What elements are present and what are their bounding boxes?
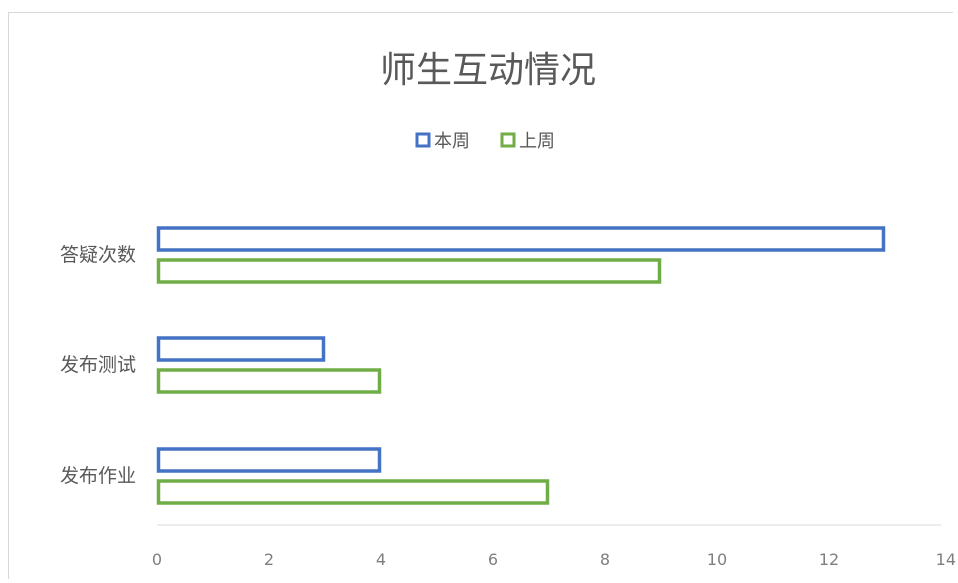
x-tick-label: 2	[264, 550, 274, 569]
legend-label-this-week: 本周	[434, 131, 470, 152]
x-tick-label: 14	[936, 550, 956, 569]
x-tick-label: 4	[376, 550, 386, 569]
bar-this-week	[156, 226, 886, 252]
x-tick-label: 10	[707, 550, 727, 569]
bars	[156, 226, 886, 505]
bar-this-week	[156, 447, 382, 473]
legend: 本周 上周	[415, 131, 555, 152]
legend-swatch-this-week	[415, 132, 431, 148]
x-axis-ticks: 0 2 4 6 8 10 12 14	[152, 550, 956, 569]
legend-label-last-week: 上周	[519, 131, 555, 152]
bar-last-week	[156, 258, 662, 284]
x-tick-label: 12	[819, 550, 839, 569]
category-label: 发布作业	[60, 465, 136, 487]
chart-title: 师生互动情况	[380, 50, 596, 91]
bar-last-week	[156, 368, 382, 394]
x-tick-label: 8	[600, 550, 610, 569]
bar-last-week	[156, 479, 550, 505]
legend-swatch-last-week	[500, 132, 516, 148]
x-tick-label: 6	[488, 550, 498, 569]
category-label: 答疑次数	[60, 244, 136, 266]
bar-this-week	[156, 336, 326, 362]
category-label: 发布测试	[60, 354, 136, 376]
x-tick-label: 0	[152, 550, 162, 569]
